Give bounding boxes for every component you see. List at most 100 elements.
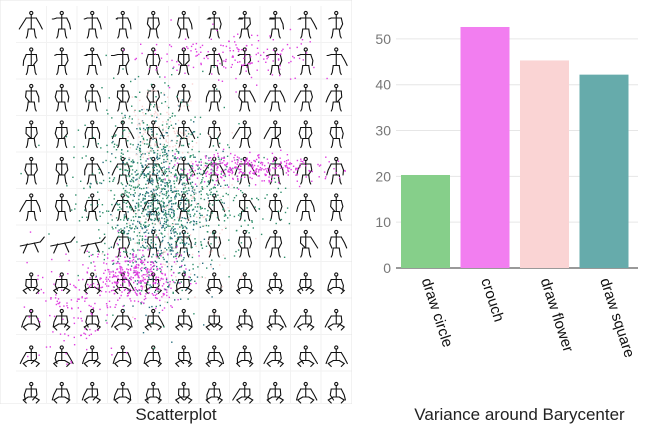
skeleton-figure	[177, 47, 190, 76]
skeleton-leg	[155, 101, 159, 112]
scatter-point	[139, 148, 141, 150]
scatter-point	[273, 168, 276, 170]
y-tick-label: 0	[383, 260, 391, 276]
scatter-point	[170, 140, 172, 142]
skeleton-arm	[307, 126, 313, 140]
scatter-point	[156, 66, 158, 69]
scatter-point	[155, 164, 157, 166]
scatter-point	[166, 160, 169, 163]
scatter-point	[154, 260, 156, 262]
scatter-point	[129, 253, 132, 255]
skeleton-leg	[277, 28, 281, 39]
scatter-point	[130, 160, 133, 163]
scatter-point	[119, 206, 121, 208]
scatter-point	[166, 213, 168, 215]
scatter-point	[124, 190, 126, 192]
skeleton-leg	[277, 396, 285, 404]
scatter-point	[155, 189, 157, 191]
scatter-point	[153, 152, 156, 154]
scatter-point	[156, 160, 158, 162]
scatter-point	[236, 159, 238, 161]
skeleton-arm	[310, 351, 318, 365]
scatter-point	[191, 140, 194, 142]
scatter-point	[138, 282, 140, 284]
skeleton-figure	[266, 272, 285, 295]
scatter-point	[163, 205, 165, 208]
scatter-point	[157, 179, 159, 182]
scatter-point	[144, 226, 146, 229]
scatter-point	[212, 268, 214, 270]
scatter-point	[150, 239, 152, 241]
scatter-point	[188, 201, 190, 204]
scatter-point	[152, 181, 154, 183]
scatter-point	[84, 124, 86, 126]
scatter-point	[221, 286, 224, 288]
scatter-point	[139, 127, 141, 129]
scatter-point	[154, 247, 157, 249]
scatter-point	[216, 190, 218, 193]
scatter-point	[272, 60, 274, 62]
skeleton-arm	[268, 17, 275, 20]
skeleton-leg	[330, 28, 334, 39]
scatter-point	[193, 193, 196, 195]
scatter-point	[232, 56, 234, 58]
scatter-point	[112, 271, 114, 273]
scatter-point	[147, 288, 150, 290]
scatter-point	[149, 181, 152, 184]
scatter-point	[205, 157, 207, 159]
scatter-point	[249, 172, 251, 175]
scatter-point	[207, 225, 210, 227]
scatter-point	[139, 124, 141, 126]
scatter-point	[137, 173, 139, 175]
skeleton-arm	[54, 53, 58, 57]
scatter-point	[207, 240, 210, 242]
scatter-point	[207, 180, 209, 183]
scatter-point	[205, 175, 207, 177]
scatter-point	[200, 190, 202, 192]
skeleton-leg	[178, 247, 182, 258]
scatter-point	[215, 237, 217, 239]
skeleton-arm	[340, 236, 348, 249]
skeleton-leg	[239, 64, 243, 76]
scatter-point	[170, 197, 172, 199]
skeleton-arm	[19, 199, 27, 213]
scatter-point	[216, 65, 218, 67]
scatter-point	[210, 38, 212, 40]
skeleton-arm	[155, 17, 160, 30]
scatter-point	[205, 220, 208, 222]
skeleton-arm	[127, 315, 133, 328]
scatter-point	[265, 168, 267, 170]
scatter-point	[134, 280, 137, 282]
scatter-point	[165, 261, 168, 263]
scatter-point	[137, 300, 140, 303]
scatter-point	[192, 263, 194, 266]
scatter-point	[141, 120, 143, 122]
scatter-point	[63, 340, 65, 342]
scatter-point	[263, 51, 265, 54]
scatter-point	[191, 83, 194, 85]
scatter-point	[144, 209, 147, 211]
scatter-point	[185, 217, 187, 220]
scatter-point	[173, 214, 175, 217]
scatter-point	[136, 271, 139, 273]
scatter-point	[185, 203, 187, 205]
skeleton-arm	[176, 17, 181, 30]
scatter-point	[196, 185, 198, 187]
skeleton-arm	[249, 199, 257, 213]
scatter-point	[106, 151, 109, 153]
scatter-point	[224, 184, 226, 186]
scatter-point	[129, 205, 131, 208]
scatter-point	[207, 202, 210, 204]
scatter-point	[244, 161, 246, 163]
scatter-point	[174, 195, 177, 197]
scatter-point	[206, 231, 209, 233]
scatter-point	[200, 208, 202, 210]
scatter-point	[171, 203, 173, 205]
scatter-point	[137, 204, 139, 206]
scatter-point	[168, 113, 170, 115]
scatter-point	[115, 262, 118, 265]
scatter-point	[132, 216, 135, 218]
scatter-point	[168, 284, 170, 286]
scatter-point	[95, 276, 97, 278]
scatter-point	[177, 135, 179, 137]
